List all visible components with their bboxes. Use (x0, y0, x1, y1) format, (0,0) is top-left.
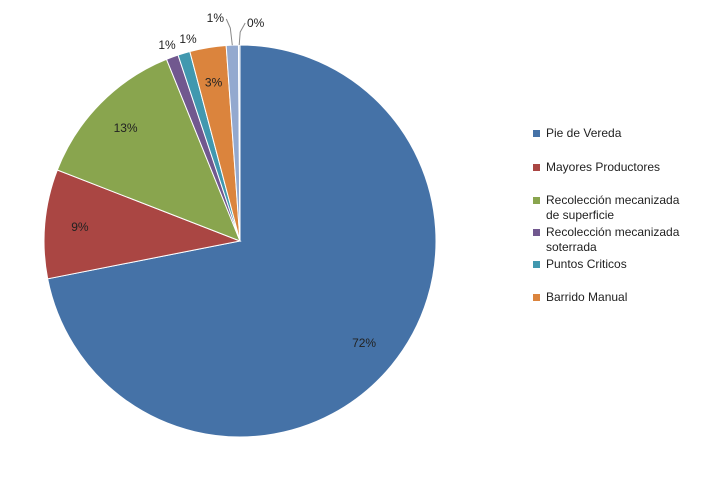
legend-item-pie-de-vereda: Pie de Vereda (533, 126, 621, 141)
legend-swatch (533, 197, 540, 204)
legend-label: Mayores Productores (546, 160, 661, 174)
data-label: 1% (158, 38, 176, 52)
legend-item-puntos-criticos: Puntos Criticos (533, 257, 627, 272)
pie-slice-unnamed-7 (237, 44, 241, 242)
data-label: 1% (179, 32, 197, 46)
legend-swatch (533, 229, 540, 236)
leader-line (225, 18, 233, 46)
legend-label: Pie de Vereda (546, 126, 622, 140)
legend-label: Recolección mecanizada de superficie (546, 193, 680, 222)
data-label: 9% (71, 220, 89, 234)
leader-line (238, 22, 246, 46)
pie-slice-recoleccion-mecanizada-de-superficie (56, 58, 241, 242)
data-label: 3% (205, 76, 223, 90)
legend-item-barrido-manual: Barrido Manual (533, 290, 627, 305)
legend-item-recoleccion-superficie: Recolección mecanizada de superficie (533, 193, 679, 223)
data-label: 72% (352, 336, 376, 350)
data-label: 1% (207, 11, 225, 25)
legend-swatch (533, 261, 540, 268)
legend-swatch (533, 130, 540, 137)
legend-item-recoleccion-soterrada: Recolección mecanizada soterrada (533, 225, 679, 255)
data-label: 0% (247, 16, 265, 30)
data-label: 13% (114, 121, 138, 135)
legend-item-mayores-productores: Mayores Productores (533, 160, 660, 175)
legend-swatch (533, 164, 540, 171)
legend-label: Puntos Criticos (546, 257, 627, 271)
legend-label: Barrido Manual (546, 290, 628, 304)
pie-slice-mayores-productores (43, 169, 242, 280)
legend-swatch (533, 294, 540, 301)
legend-label: Recolección mecanizada soterrada (546, 225, 680, 254)
pie-slice-pie-de-vereda (47, 44, 437, 438)
